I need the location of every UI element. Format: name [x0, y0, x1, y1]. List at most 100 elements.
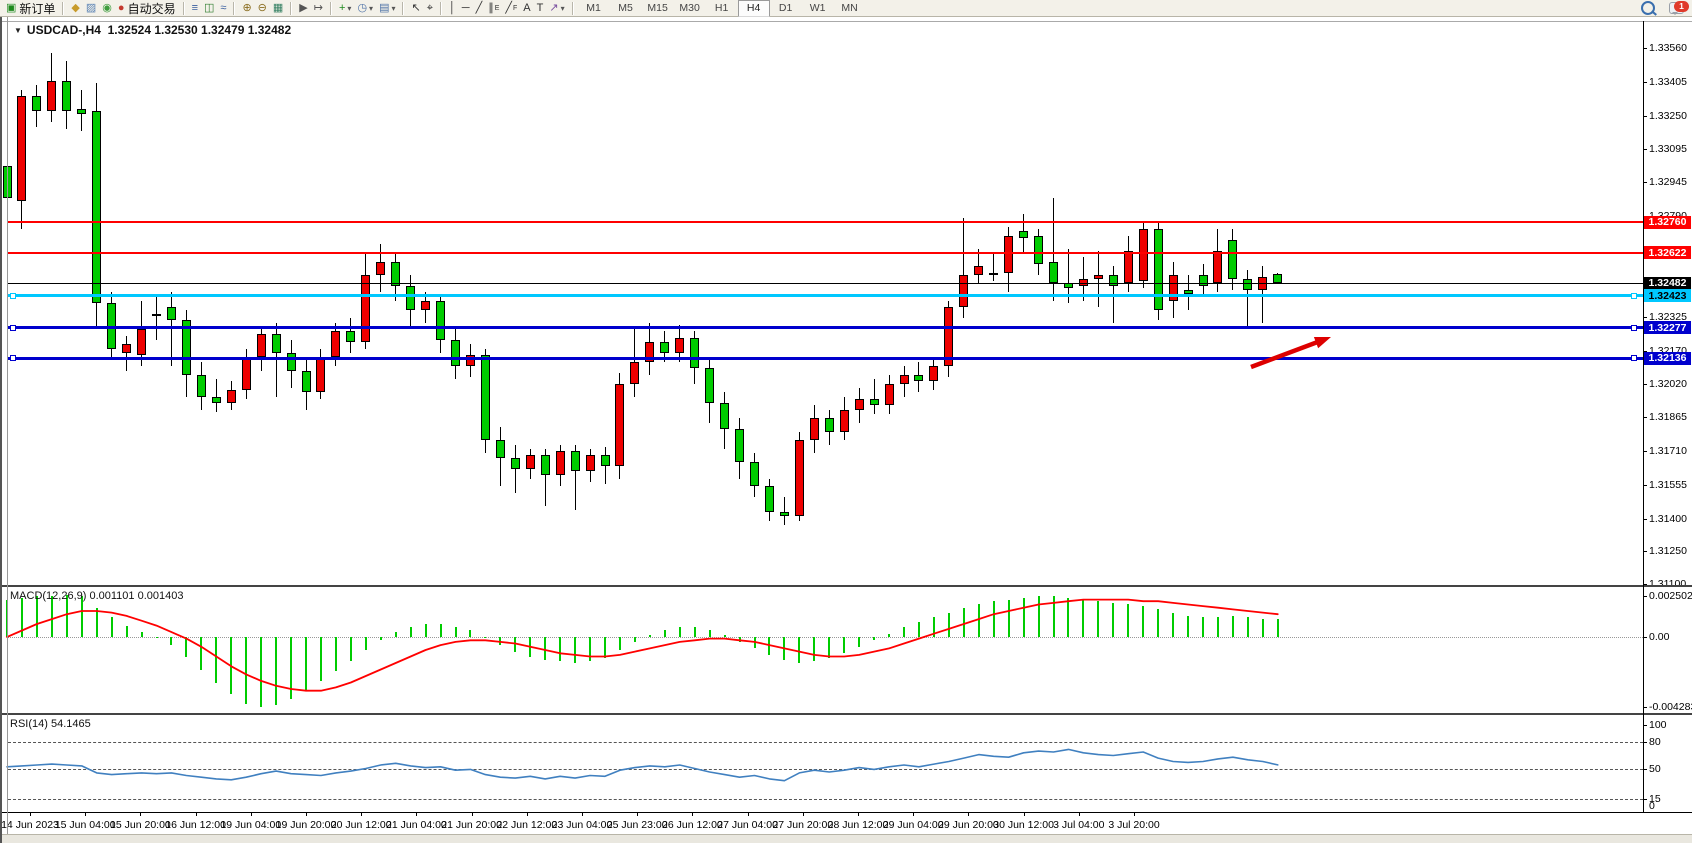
candle-body: [1108, 274, 1118, 286]
timeframe-w1-button[interactable]: W1: [809, 2, 826, 14]
bar-chart-icon: ≡: [191, 1, 198, 14]
candle-body: [675, 337, 685, 354]
dropdown-caret-icon[interactable]: ▾: [369, 3, 374, 13]
line-endpoint-handle[interactable]: [1631, 324, 1637, 331]
line-endpoint-handle[interactable]: [1631, 355, 1637, 362]
cursor-icon: ↖: [411, 1, 421, 14]
macd-histogram-bar: [768, 637, 771, 655]
candle-body: [421, 300, 431, 310]
chart-dropdown-icon[interactable]: ▼: [14, 26, 22, 35]
candle-wick: [574, 444, 576, 510]
indicators-button[interactable]: + ▾: [336, 1, 354, 16]
price-axis-line[interactable]: [1643, 21, 1644, 813]
time-tick-label: 21 Jun 04:00: [386, 819, 447, 831]
candle-body: [809, 418, 819, 441]
macd-histogram-bar: [574, 637, 577, 664]
arrows-button[interactable]: ↗ ▾: [546, 1, 567, 16]
timeframe-m1-button[interactable]: M1: [586, 2, 601, 14]
periods-button[interactable]: ◷ ▾: [354, 1, 376, 16]
time-tick: [968, 812, 970, 816]
pane-separator[interactable]: [0, 585, 1692, 587]
timeframe-h4-button[interactable]: H4: [737, 0, 770, 17]
horizontal-line-button[interactable]: ─: [459, 1, 473, 16]
macd-histogram-bar: [140, 632, 143, 637]
resistance-line-lower[interactable]: [8, 251, 1643, 254]
macd-histogram-bar: [693, 627, 696, 637]
templates-button[interactable]: ▤ ▾: [376, 1, 398, 16]
timeframe-d1-button[interactable]: D1: [778, 2, 793, 14]
candle-wick: [1082, 257, 1084, 301]
crosshair-button[interactable]: ⌖: [424, 1, 436, 16]
candle-wick: [783, 496, 785, 526]
text-label-button[interactable]: T: [534, 1, 547, 16]
chart-shift-button[interactable]: ↦: [311, 1, 326, 16]
candle-body: [32, 96, 42, 112]
timeframe-m5-button[interactable]: M5: [618, 2, 633, 14]
current-price-line[interactable]: [8, 282, 1643, 284]
macd-histogram-bar: [275, 637, 278, 706]
depth-of-market-button[interactable]: ▨: [83, 1, 99, 16]
line-endpoint-handle[interactable]: [10, 324, 16, 331]
candlestick-chart-button[interactable]: ◫: [201, 1, 217, 16]
autotrading-button[interactable]: ● 自动交易: [115, 1, 179, 16]
time-tick: [361, 812, 363, 816]
macd-histogram-bar: [529, 637, 532, 657]
signals-button[interactable]: ◉: [99, 1, 115, 16]
line-endpoint-handle[interactable]: [1631, 292, 1637, 299]
zoom-out-button[interactable]: ⊖: [255, 1, 270, 16]
resistance-line-upper[interactable]: [8, 221, 1643, 224]
line-endpoint-handle[interactable]: [10, 292, 16, 299]
macd-zero-line: [8, 637, 1643, 638]
candle-wick: [170, 292, 172, 367]
tile-windows-button[interactable]: ▦: [270, 1, 286, 16]
price-tick: [1643, 115, 1647, 117]
dropdown-caret-icon[interactable]: ▾: [347, 3, 352, 13]
line-endpoint-handle[interactable]: [10, 355, 16, 362]
macd-histogram-bar: [379, 637, 382, 641]
trendline-button[interactable]: ╱: [473, 1, 486, 16]
candle-wick: [963, 218, 965, 319]
price-tick: [1643, 518, 1647, 520]
blue-support-line-upper[interactable]: [8, 326, 1643, 330]
search-button[interactable]: [1638, 1, 1660, 16]
text-button[interactable]: A: [520, 1, 533, 16]
chart-top-border: [0, 21, 1692, 22]
zoom-in-icon: ⊕: [242, 1, 252, 14]
price-tick: [1643, 350, 1647, 352]
macd-histogram-bar: [215, 637, 218, 683]
zoom-in-button[interactable]: ⊕: [239, 1, 254, 16]
new-order-button[interactable]: ▣ 新订单: [3, 1, 58, 16]
timeframe-m15-button[interactable]: M15: [647, 2, 668, 14]
cursor-button[interactable]: ↖: [408, 1, 423, 16]
auto-scroll-button[interactable]: ▶: [296, 1, 310, 16]
macd-histogram-bar: [514, 637, 517, 652]
bar-chart-button[interactable]: ≡: [189, 1, 201, 16]
candle-wick: [215, 379, 217, 412]
vertical-line-button[interactable]: │: [446, 1, 459, 16]
candle-wick: [1097, 250, 1099, 308]
timeframe-h1-button[interactable]: H1: [714, 2, 729, 14]
candle-body: [690, 337, 700, 369]
fibonacci-button[interactable]: ╱ F: [502, 1, 520, 16]
timeframe-m30-button[interactable]: M30: [679, 2, 700, 14]
macd-histogram-bar: [1142, 606, 1145, 637]
cyan-support-line[interactable]: [8, 294, 1643, 298]
candle-body: [346, 331, 356, 343]
line-chart-button[interactable]: ≈: [217, 1, 229, 16]
pane-separator[interactable]: [0, 713, 1692, 715]
price-tick-label: 1.33405: [1649, 75, 1687, 88]
chat-button[interactable]: 1: [1660, 0, 1692, 16]
candle-body: [720, 403, 730, 430]
styles-button[interactable]: ◆: [68, 1, 82, 16]
candle-body: [331, 331, 341, 358]
candle-body: [600, 455, 610, 467]
time-tick-label: 15 Jun 04:00: [54, 819, 116, 831]
dropdown-caret-icon[interactable]: ▾: [391, 3, 396, 13]
blue-support-line-lower[interactable]: [8, 356, 1643, 360]
macd-histogram-bar: [1097, 601, 1100, 637]
equidistant-channel-button[interactable]: ∥ E: [485, 1, 502, 16]
dropdown-caret-icon[interactable]: ▾: [560, 3, 565, 13]
templates-icon: ▤: [379, 1, 390, 14]
timeframe-mn-button[interactable]: MN: [841, 2, 858, 14]
macd-tick: [1643, 637, 1647, 638]
